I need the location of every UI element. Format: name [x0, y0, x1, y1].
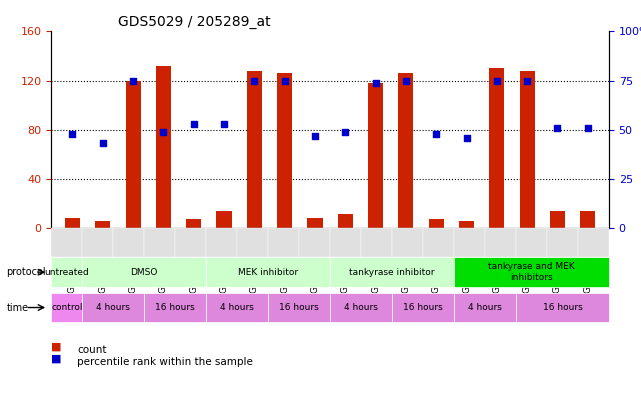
Text: count: count	[77, 345, 106, 355]
Bar	[247, 71, 262, 228]
Bar	[489, 68, 504, 228]
Text: 4 hours: 4 hours	[96, 303, 130, 312]
Text: 16 hours: 16 hours	[279, 303, 319, 312]
Bar	[96, 220, 110, 228]
Bar	[126, 81, 140, 228]
Point	[158, 129, 169, 135]
Point	[67, 130, 78, 137]
Bar	[65, 218, 80, 228]
Point	[583, 125, 593, 131]
Text: control: control	[51, 303, 83, 312]
Text: 16 hours: 16 hours	[155, 303, 195, 312]
Bar	[186, 219, 201, 228]
Point	[128, 77, 138, 84]
Point	[249, 77, 260, 84]
Text: ■: ■	[51, 354, 62, 364]
Point	[431, 130, 441, 137]
Point	[492, 77, 502, 84]
Text: untreated: untreated	[44, 268, 89, 277]
Text: percentile rank within the sample: percentile rank within the sample	[77, 356, 253, 367]
Point	[340, 129, 351, 135]
Bar	[459, 220, 474, 228]
Point	[462, 134, 472, 141]
Text: time: time	[6, 303, 29, 312]
Text: 4 hours: 4 hours	[221, 303, 254, 312]
Bar	[217, 211, 231, 228]
Bar	[308, 218, 322, 228]
Bar	[338, 215, 353, 228]
Text: 4 hours: 4 hours	[344, 303, 378, 312]
Bar	[368, 83, 383, 228]
Bar	[398, 73, 413, 228]
Text: tankyrase inhibitor: tankyrase inhibitor	[349, 268, 435, 277]
Point	[310, 132, 320, 139]
Bar	[550, 211, 565, 228]
Text: tankyrase and MEK
inhibitors: tankyrase and MEK inhibitors	[488, 263, 575, 282]
Bar	[429, 219, 444, 228]
Point	[553, 125, 563, 131]
Point	[188, 121, 199, 127]
Text: protocol: protocol	[6, 267, 46, 277]
Bar	[277, 73, 292, 228]
Point	[97, 140, 108, 147]
Point	[279, 77, 290, 84]
Point	[522, 77, 532, 84]
Bar	[156, 66, 171, 228]
Text: 4 hours: 4 hours	[468, 303, 502, 312]
Bar	[520, 71, 535, 228]
Point	[219, 121, 229, 127]
Text: 16 hours: 16 hours	[403, 303, 443, 312]
Text: MEK inhibitor: MEK inhibitor	[238, 268, 298, 277]
Text: DMSO: DMSO	[131, 268, 158, 277]
Text: 16 hours: 16 hours	[542, 303, 583, 312]
Text: ■: ■	[51, 342, 62, 352]
Point	[401, 77, 411, 84]
Point	[370, 79, 381, 86]
Text: GDS5029 / 205289_at: GDS5029 / 205289_at	[118, 15, 271, 29]
Bar	[580, 211, 595, 228]
